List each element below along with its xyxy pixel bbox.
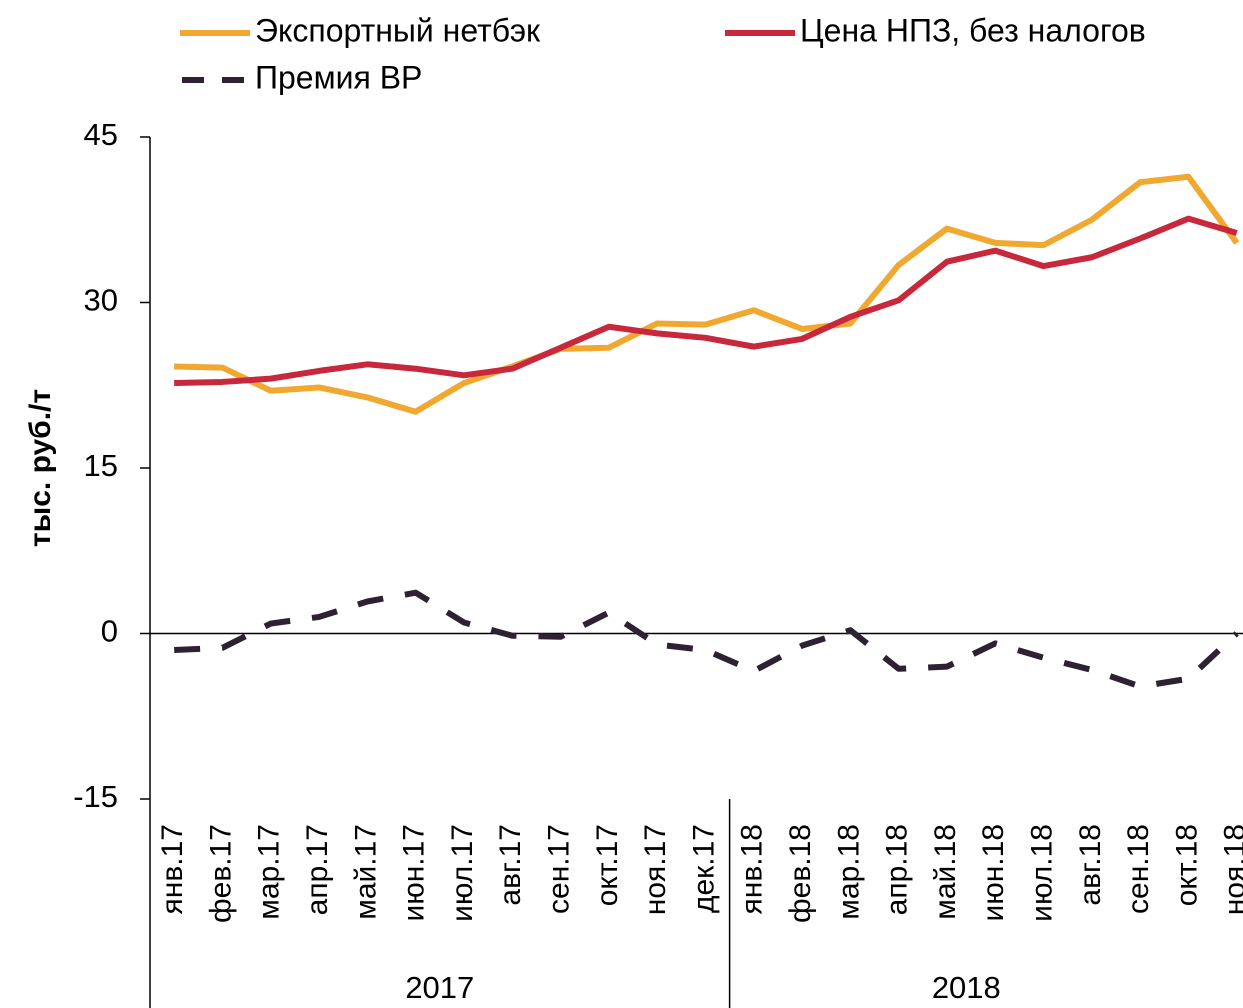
y-axis-label: тыс. руб./т — [24, 389, 57, 547]
legend-label: Цена НПЗ, без налогов — [800, 12, 1146, 48]
x-tick-label: ноя.17 — [639, 824, 672, 915]
x-tick-label: ноя.18 — [1219, 824, 1243, 915]
x-tick-label: фев.18 — [784, 824, 817, 923]
x-tick-label: мар.17 — [253, 824, 286, 920]
x-tick-label: июл.18 — [1025, 824, 1058, 922]
x-tick-label: окт.17 — [591, 824, 624, 906]
group-label: 2017 — [405, 970, 474, 1005]
x-tick-label: май.17 — [349, 824, 382, 920]
x-tick-label: дек.17 — [687, 824, 720, 913]
y-tick-label: 30 — [84, 283, 118, 318]
y-tick-label: 0 — [101, 614, 118, 649]
x-tick-label: мар.18 — [832, 824, 865, 920]
legend-label: Премия ВР — [255, 59, 422, 95]
group-label: 2018 — [932, 970, 1001, 1005]
y-tick-label: -15 — [73, 779, 118, 814]
x-tick-label: янв.18 — [736, 824, 769, 914]
y-tick-label: 15 — [84, 448, 118, 483]
x-tick-label: июн.17 — [398, 824, 431, 922]
x-tick-label: июл.17 — [446, 824, 479, 922]
x-tick-label: сен.17 — [542, 824, 575, 914]
legend-label: Экспортный нетбэк — [255, 12, 541, 48]
x-tick-label: апр.18 — [881, 824, 914, 915]
series-line — [174, 589, 1239, 690]
y-tick-label: 45 — [84, 117, 118, 152]
x-tick-label: апр.17 — [301, 824, 334, 915]
x-tick-label: янв.17 — [156, 824, 189, 914]
x-tick-label: июн.18 — [977, 824, 1010, 922]
series-line — [174, 173, 1240, 415]
x-tick-label: авг.17 — [494, 824, 527, 906]
x-tick-label: май.18 — [929, 824, 962, 920]
x-tick-label: окт.18 — [1170, 824, 1203, 906]
x-tick-label: авг.18 — [1074, 824, 1107, 906]
x-tick-label: сен.18 — [1122, 824, 1155, 914]
x-tick-label: фев.17 — [204, 824, 237, 923]
series-line — [174, 215, 1238, 387]
